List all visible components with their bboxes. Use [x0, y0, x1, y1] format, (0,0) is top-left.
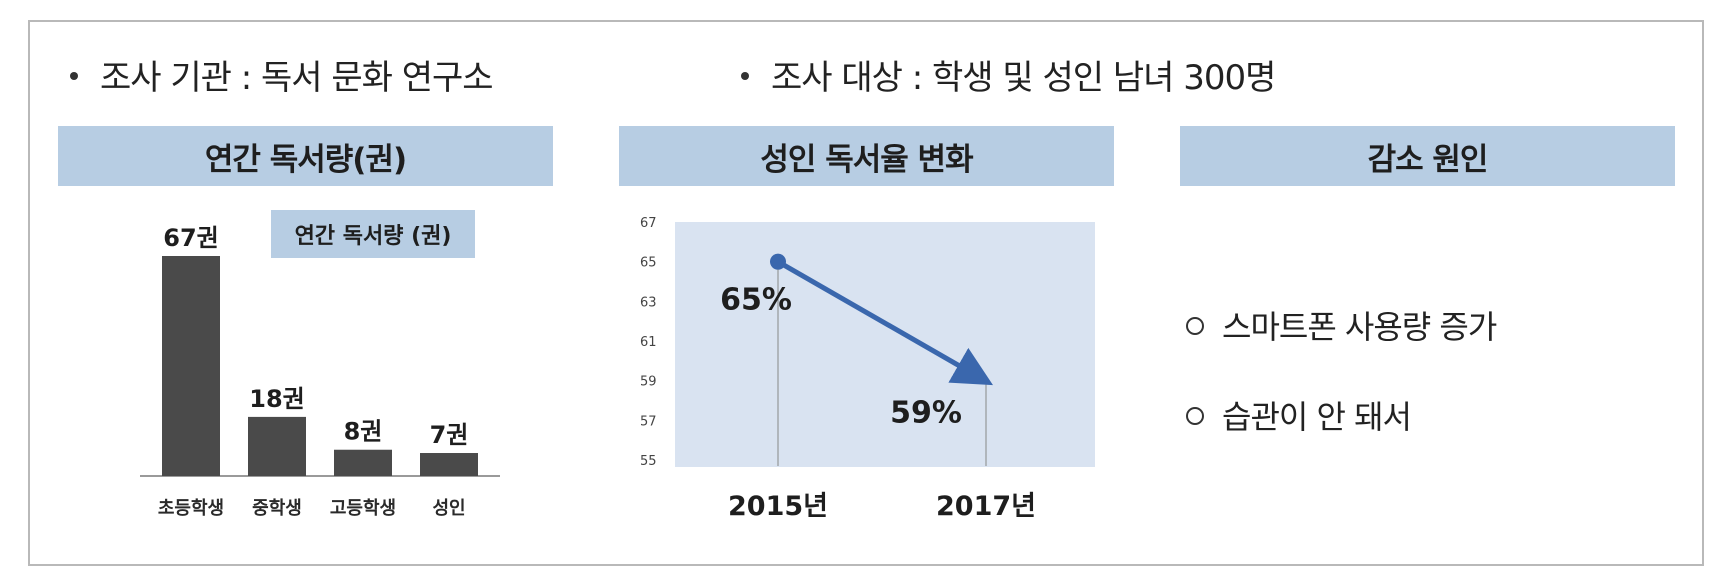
y-tick-label: 57: [640, 414, 657, 429]
bar-category-label: 고등학생: [330, 497, 396, 519]
circle-bullet-icon: [1186, 317, 1204, 335]
bar: [334, 449, 392, 476]
bar: [162, 256, 220, 476]
y-tick-label: 61: [640, 335, 657, 350]
reason-item-smartphone: 스마트폰 사용량 증가: [1186, 302, 1497, 348]
data-point: [770, 253, 786, 270]
bullet-dot-icon: [741, 71, 749, 80]
y-tick-label: 67: [640, 216, 657, 231]
bar-legend-label: 연간 독서량 (권): [295, 224, 452, 249]
panel-title-decline-reasons: 감소 원인: [1180, 126, 1675, 186]
reason-label: 스마트폰 사용량 증가: [1222, 308, 1497, 346]
bullet-dot-icon: [70, 71, 78, 80]
bar-data-label: 7권: [430, 421, 469, 449]
reason-item-habit: 습관이 안 돼서: [1186, 392, 1412, 438]
x-category-label: 2017년: [936, 491, 1036, 522]
line-plot-area: [675, 222, 1095, 467]
bar-data-label: 8권: [344, 418, 383, 446]
y-tick-label: 65: [640, 256, 657, 271]
adult-reading-rate-line-chart: 67 65 63 61 59 57 55 2015년 2017년 65% 59%: [640, 216, 1095, 522]
panel-title-annual-reading: 연간 독서량(권): [58, 126, 553, 186]
bar-data-label: 67권: [163, 224, 218, 252]
point-data-label: 59%: [890, 396, 962, 431]
bar: [420, 453, 478, 476]
survey-target-text: 조사 대상 : 학생 및 성인 남녀 300명: [741, 50, 1276, 99]
y-tick-label: 59: [640, 375, 657, 390]
point-data-label: 65%: [720, 283, 792, 318]
bar-category-label: 초등학생: [158, 497, 224, 519]
bar-data-label: 18권: [249, 385, 304, 413]
y-tick-label: 55: [640, 454, 657, 469]
survey-org-label: 조사 기관 : 독서 문화 연구소: [100, 58, 494, 98]
panel-title-adult-reading-rate: 성인 독서율 변화: [619, 126, 1114, 186]
bar-category-label: 성인: [432, 498, 465, 519]
survey-target-label: 조사 대상 : 학생 및 성인 남녀 300명: [771, 58, 1276, 98]
reason-label: 습관이 안 돼서: [1222, 398, 1412, 436]
x-category-label: 2015년: [728, 491, 828, 522]
series-line: [776, 259, 994, 386]
bar-legend-box: [271, 210, 475, 258]
survey-org-text: 조사 기관 : 독서 문화 연구소: [70, 50, 494, 99]
bar: [248, 416, 306, 476]
circle-bullet-icon: [1186, 407, 1204, 425]
bar-category-label: 중학생: [252, 497, 302, 519]
y-tick-label: 63: [640, 295, 657, 310]
